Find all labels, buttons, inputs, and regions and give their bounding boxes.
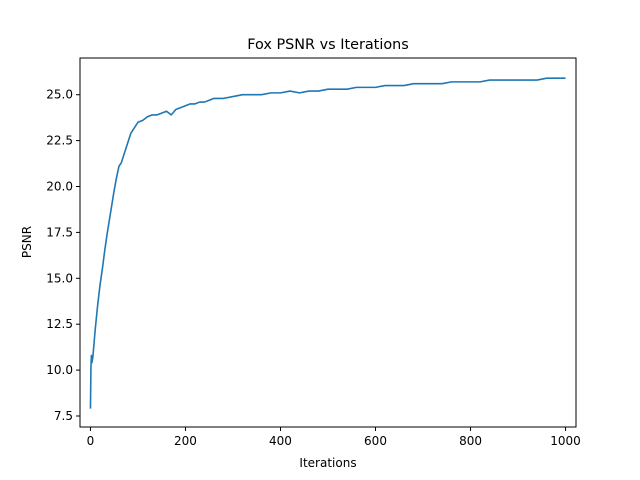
x-tick-label: 0 <box>87 434 95 448</box>
x-axis: 0 200 400 600 800 1000 <box>87 427 581 448</box>
y-axis-label: PSNR <box>20 226 34 258</box>
plot-frame <box>79 57 577 428</box>
x-axis-label: Iterations <box>299 456 356 470</box>
y-tick-label: 12.5 <box>46 317 73 331</box>
x-tick-label: 800 <box>459 434 482 448</box>
y-tick-label: 20.0 <box>46 180 73 194</box>
x-tick-label: 200 <box>174 434 197 448</box>
chart-title: Fox PSNR vs Iterations <box>247 37 409 53</box>
y-tick-label: 25.0 <box>46 88 73 102</box>
y-tick-label: 15.0 <box>46 271 73 285</box>
x-tick-label: 600 <box>364 434 387 448</box>
x-tick-label: 400 <box>269 434 292 448</box>
series-layer <box>89 77 566 409</box>
y-tick-label: 10.0 <box>46 363 73 377</box>
y-axis: 7.5 10.0 12.5 15.0 17.5 20.0 22.5 25.0 <box>46 88 80 423</box>
y-tick-label: 22.5 <box>46 134 73 148</box>
psnr-series-line <box>89 77 566 409</box>
y-tick-label: 7.5 <box>54 409 73 423</box>
x-tick-label: 1000 <box>550 434 581 448</box>
y-tick-label: 17.5 <box>46 225 73 239</box>
